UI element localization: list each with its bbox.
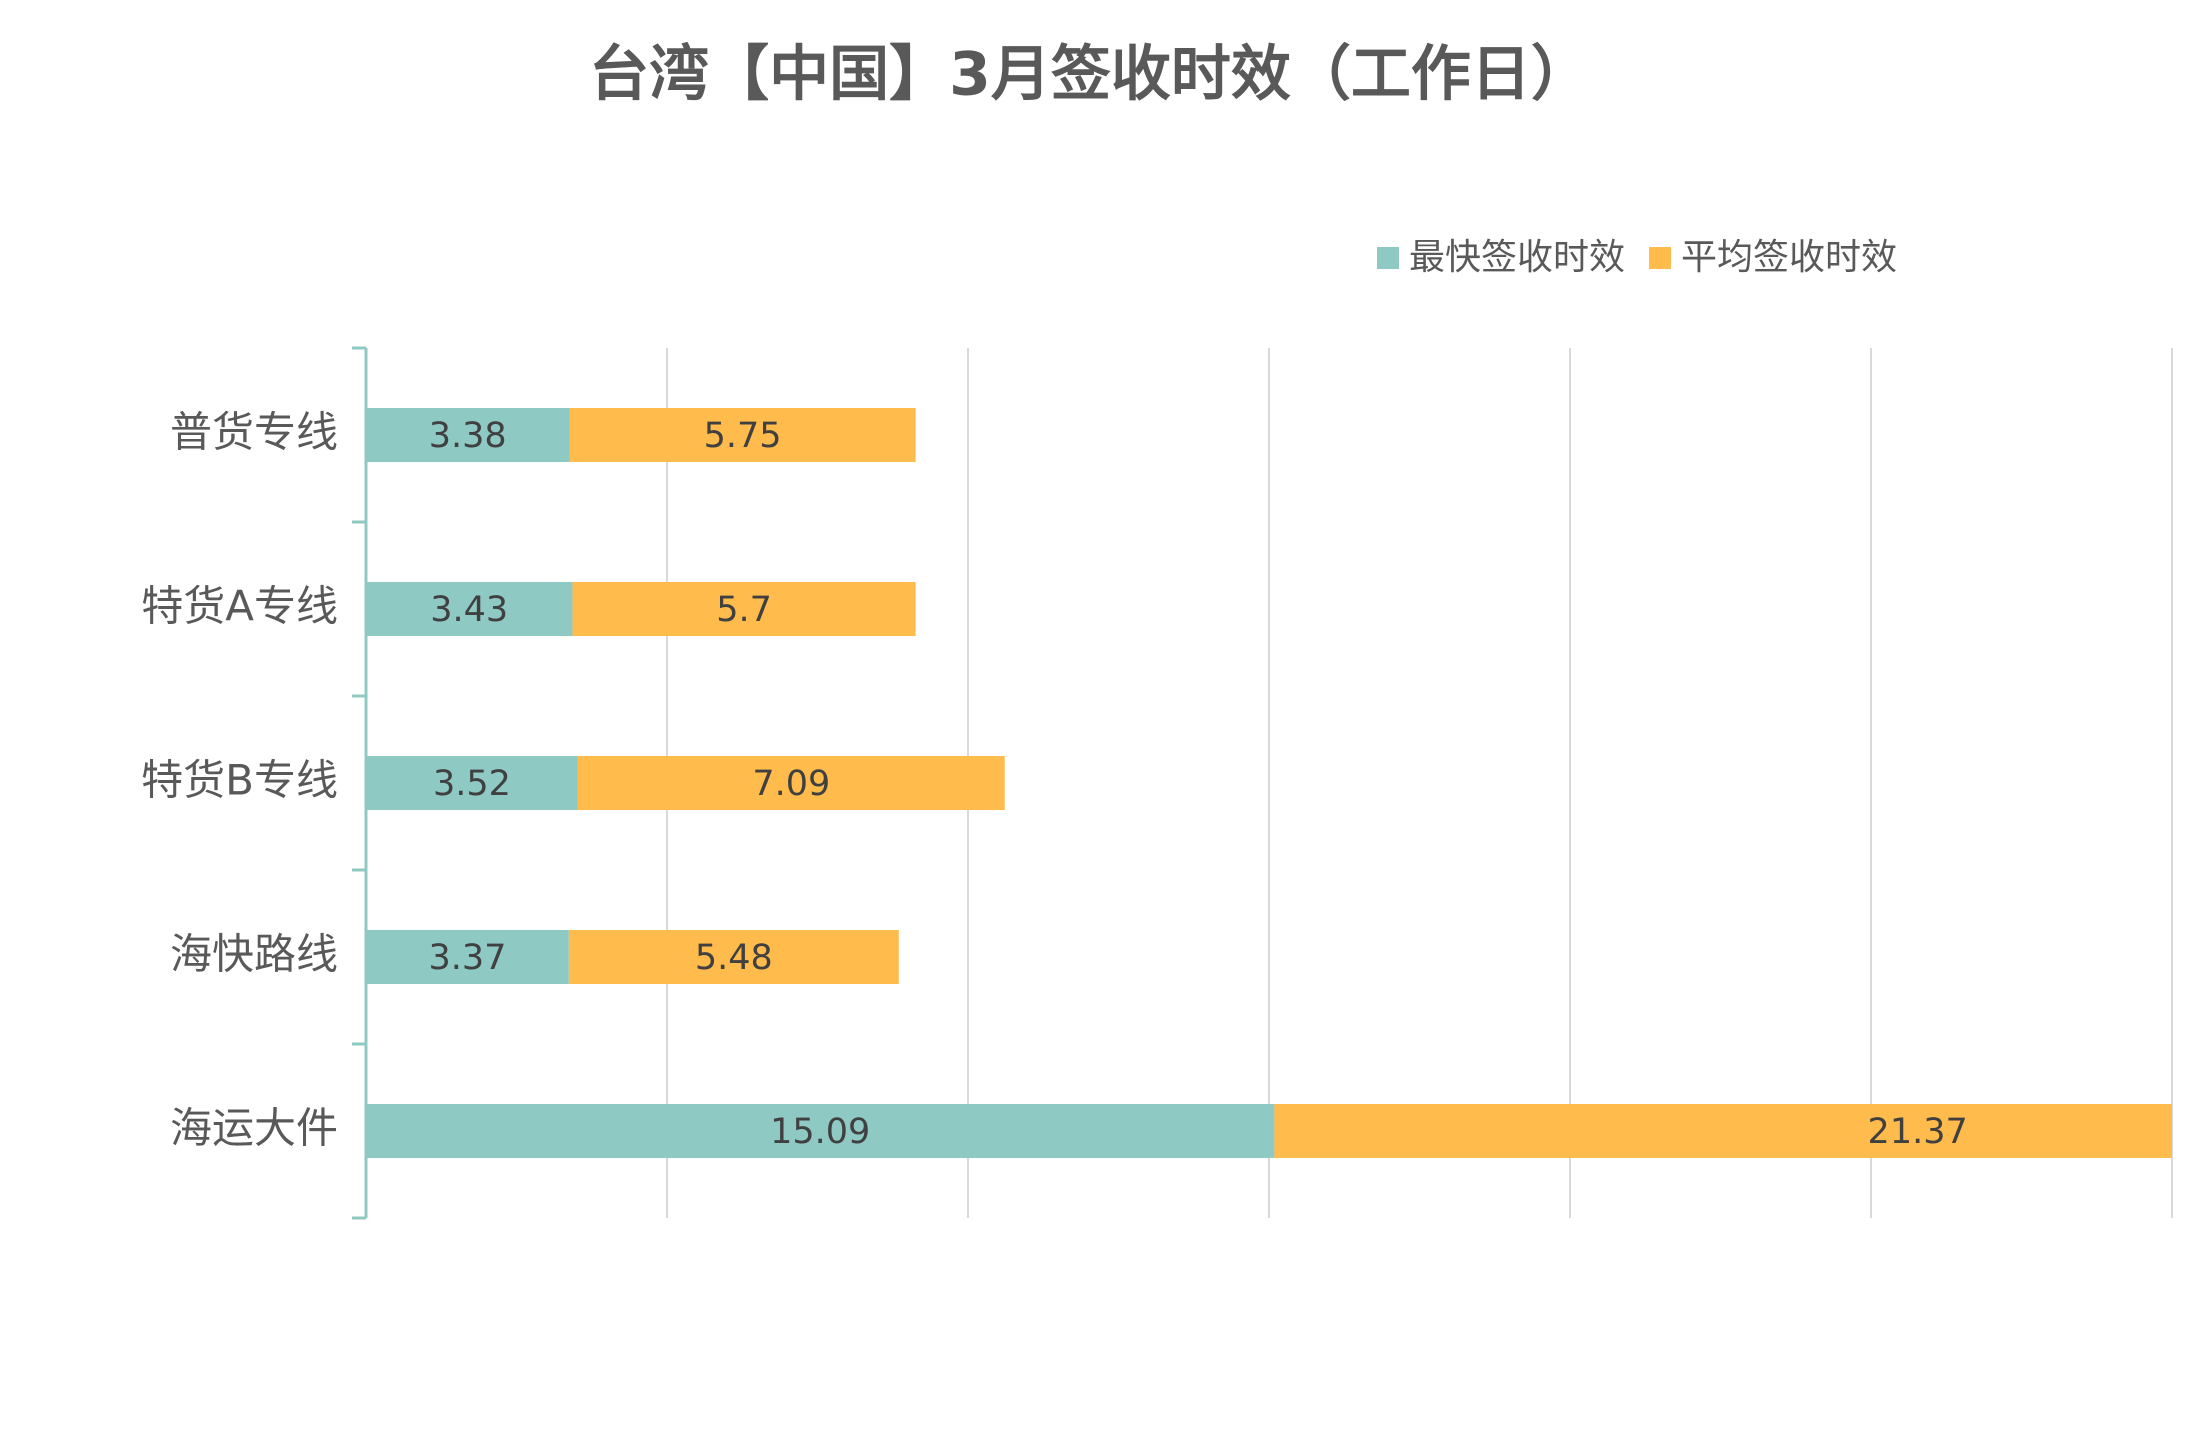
bar-segment (366, 930, 569, 984)
bar-segment (577, 756, 1005, 810)
chart-title: 台湾【中国】3月签收时效（工作日） (589, 40, 1591, 110)
y-tick-label: 特货B专线 (141, 756, 338, 805)
bar-segment (569, 408, 916, 462)
bar-segment (366, 756, 578, 810)
bar-segment (1274, 1104, 2172, 1158)
bars (366, 408, 2172, 1158)
data-label: 15.09 (770, 1112, 870, 1152)
y-tick-label: 海运大件 (170, 1104, 338, 1153)
data-label: 5.75 (704, 416, 782, 456)
legend-swatch (1377, 247, 1399, 269)
bar-segment (366, 582, 573, 636)
bar-segment (572, 582, 916, 636)
data-label: 3.38 (429, 416, 507, 456)
y-tick-label: 普货专线 (170, 408, 338, 457)
labels: 普货专线 3.38 5.75 特货A专线 3.43 5.7 特货B专线 3.52 7.09 海快路… (141, 237, 1968, 1153)
data-label: 5.48 (695, 938, 773, 978)
data-label: 7.09 (752, 764, 830, 804)
bar-segment (366, 1104, 1275, 1158)
legend-label: 最快签收时效 (1409, 237, 1625, 278)
data-label: 21.37 (1868, 1112, 1968, 1152)
y-tick-label: 海快路线 (170, 930, 338, 979)
data-label: 3.52 (433, 764, 511, 804)
data-label: 3.37 (428, 938, 506, 978)
legend-label: 平均签收时效 (1681, 237, 1897, 278)
legend-swatch (1649, 247, 1672, 269)
bar-segment (366, 408, 570, 462)
y-tick-label: 特货A专线 (141, 582, 338, 631)
data-label: 5.7 (716, 590, 772, 630)
data-label: 3.43 (430, 590, 508, 630)
bar-segment (568, 930, 899, 984)
